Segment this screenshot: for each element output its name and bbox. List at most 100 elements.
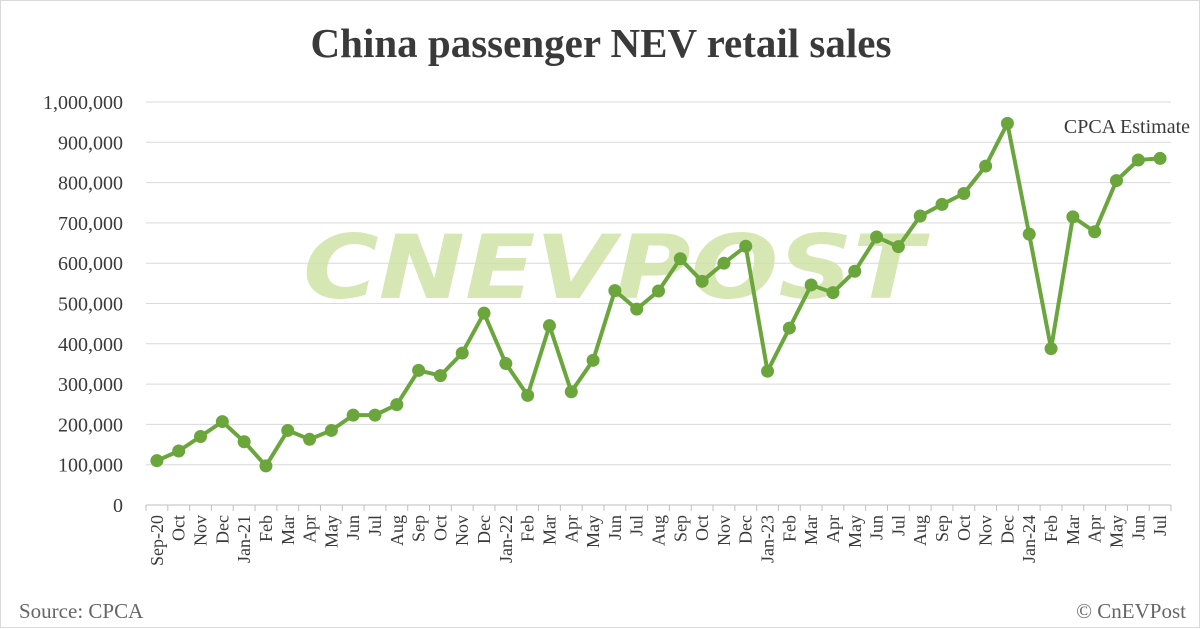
source-note: Source: CPCA [19,599,144,623]
data-point [1088,225,1102,239]
data-point [564,385,578,399]
x-tick-label: Jan-23 [758,515,778,563]
data-point [1022,227,1036,241]
data-point [303,432,317,446]
gridlines [146,101,1171,466]
copyright-note: © CnEVPost [1076,599,1186,623]
x-tick-label: Jan-24 [1019,515,1039,563]
chart-title: China passenger NEV retail sales [311,20,892,66]
data-point [1109,174,1123,188]
data-point [346,408,360,422]
y-tick-label: 0 [113,495,123,517]
data-point [1066,210,1080,224]
x-tick-label: Jan-22 [496,515,516,563]
x-tick-label: Oct [954,515,974,541]
y-tick-label: 300,000 [58,374,123,396]
x-tick-label: Feb [779,515,799,542]
x-tick-label: Apr [561,515,581,543]
x-tick-label: Apr [823,515,843,543]
x-tick-label: Apr [300,515,320,543]
x-tick-label: Feb [256,515,276,542]
data-point [913,209,927,223]
x-tick-label: Sep [409,515,429,542]
data-point [455,346,469,360]
x-tick-label: Mar [539,515,559,545]
x-tick-label: Aug [649,515,669,546]
series-points [150,116,1167,473]
data-point [499,357,513,371]
x-tick-label: Sep [670,515,690,542]
x-tick-label: Oct [169,515,189,541]
x-tick-label: Dec [997,515,1017,544]
x-axis [145,504,1172,511]
data-point [172,444,186,458]
data-point [477,306,491,320]
data-point [281,423,295,437]
x-tick-label: Jun [1128,515,1148,540]
x-tick-label: Jun [343,515,363,540]
data-point [215,415,229,429]
data-point [542,319,556,333]
x-tick-label: Mar [278,515,298,545]
data-point [433,369,447,383]
data-point [848,264,862,278]
x-tick-label: Jun [867,515,887,540]
x-tick-label: Dec [212,515,232,544]
y-tick-label: 100,000 [58,455,123,477]
data-point [150,454,164,468]
data-point [979,159,993,173]
x-tick-label: Aug [387,515,407,546]
data-point [1000,116,1014,130]
x-tick-label: Oct [692,515,712,541]
data-point [673,252,687,266]
y-tick-label: 800,000 [58,173,123,195]
x-tick-label: Feb [1041,515,1061,542]
y-tick-label: 400,000 [58,334,123,356]
y-tick-label: 900,000 [58,132,123,154]
x-axis-ticks: Sep-20 Oct Nov Dec Jan-21 Feb Mar Apr May Jun Jul A… [147,515,1170,566]
data-point [194,429,208,443]
data-point [521,388,535,402]
x-tick-label: Sep [932,515,952,542]
cpca-estimate-annotation: CPCA Estimate [1064,116,1190,138]
x-tick-label: Oct [430,515,450,541]
x-tick-label: Mar [801,515,821,545]
x-tick-label: Mar [1063,515,1083,545]
data-point [608,284,622,298]
data-point [412,363,426,377]
data-point [237,435,251,449]
data-point [739,239,753,253]
watermark-logo: CNEVPOST [303,216,930,319]
x-tick-label: May [1106,515,1126,548]
data-point [586,353,600,367]
x-tick-label: Aug [910,515,930,546]
x-tick-label: Dec [736,515,756,544]
x-tick-label: Jun [605,515,625,540]
data-point [324,423,338,437]
x-tick-label: Apr [1085,515,1105,543]
data-point [957,186,971,200]
data-point [870,230,884,244]
data-point [630,302,644,316]
data-point [1153,151,1167,165]
y-tick-label: 700,000 [58,213,123,235]
data-point [695,274,709,288]
data-point [826,286,840,300]
data-point [717,256,731,270]
y-tick-label: 200,000 [58,414,123,436]
x-tick-label: Nov [191,515,211,546]
x-tick-label: Jul [365,515,385,536]
y-tick-label: 600,000 [58,253,123,275]
y-axis-ticks: 0 100,000 200,000 300,000 400,000 500,000 600,… [43,92,123,517]
data-point [1131,153,1145,167]
data-point [935,197,949,211]
data-point [652,284,665,298]
y-tick-label: 1,000,000 [43,92,123,114]
x-tick-label: Nov [714,515,734,546]
x-tick-label: May [583,515,603,548]
x-tick-label: Jul [627,515,647,536]
x-tick-label: Nov [452,515,472,546]
x-tick-label: Nov [976,515,996,546]
